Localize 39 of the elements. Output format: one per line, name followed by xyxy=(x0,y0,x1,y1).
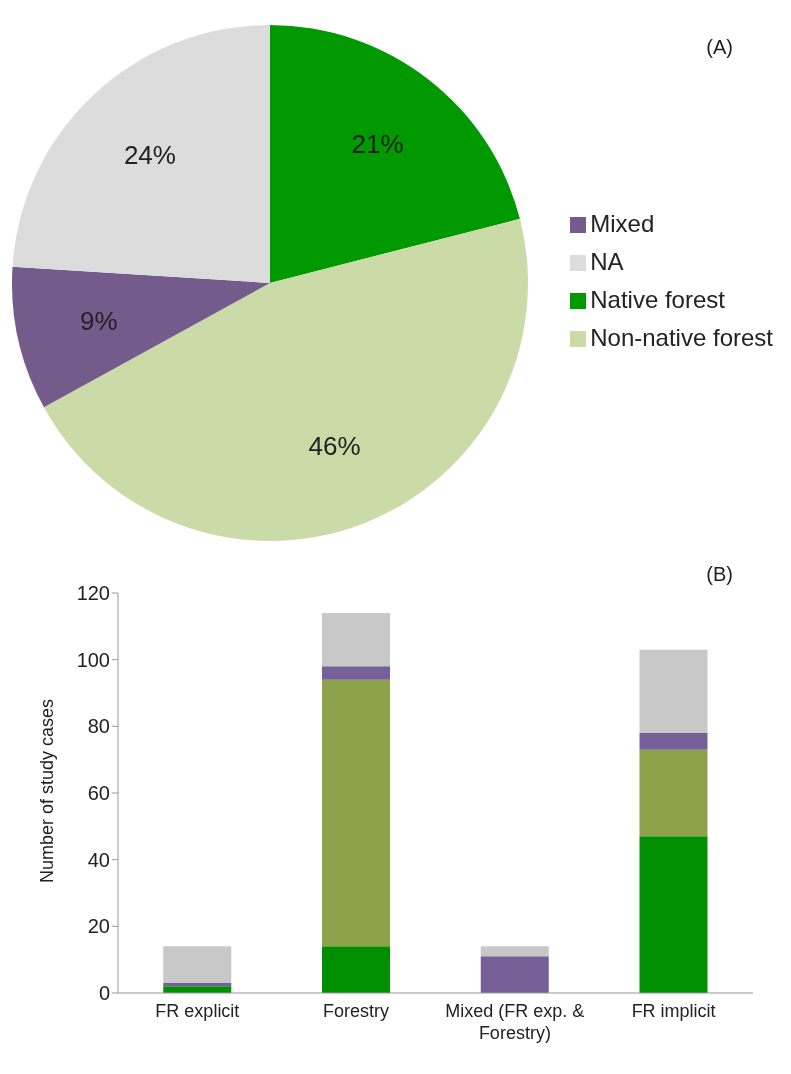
bar xyxy=(163,983,232,987)
legend-label: Non-native forest xyxy=(590,323,773,351)
bar xyxy=(322,666,390,680)
bar xyxy=(480,946,549,957)
bar xyxy=(639,733,708,750)
x-tick-label: FR explicit xyxy=(155,1001,240,1021)
y-tick-label: 80 xyxy=(87,715,110,738)
y-tick-label: 120 xyxy=(76,582,110,605)
legend-label: Mixed xyxy=(590,209,655,237)
bar xyxy=(639,836,708,993)
bar xyxy=(480,956,549,993)
data-label: 46% xyxy=(308,431,361,462)
y-tick-label: 20 xyxy=(87,915,110,938)
bar xyxy=(322,946,390,993)
bar xyxy=(163,986,232,993)
y-tick-label: 0 xyxy=(98,982,110,1005)
pie-slice xyxy=(43,218,528,541)
data-label: 24% xyxy=(123,140,176,171)
y-tick-label: 100 xyxy=(76,648,110,671)
data-label: 9% xyxy=(80,306,118,337)
pie-slice xyxy=(12,266,270,408)
bar xyxy=(322,679,390,947)
bar xyxy=(163,946,232,983)
y-axis-title: Number of study cases xyxy=(37,698,58,883)
x-tick-label: FR implicit xyxy=(631,1001,716,1021)
legend-label: NA xyxy=(590,247,624,275)
legend-label: Native forest xyxy=(590,285,725,313)
x-tick-label: Mixed (FR exp. & Forestry) xyxy=(445,1001,585,1043)
bar xyxy=(322,613,390,667)
y-tick-label: 40 xyxy=(87,848,110,871)
y-tick-label: 60 xyxy=(87,782,110,805)
pie-slice xyxy=(12,25,270,283)
pie-slice xyxy=(270,25,520,283)
x-tick-label: Forestry xyxy=(323,1001,390,1021)
bar xyxy=(639,649,708,733)
text: (A) xyxy=(706,36,733,59)
data-label: 21% xyxy=(351,129,404,160)
bar xyxy=(639,749,708,837)
text: (B) xyxy=(706,563,733,586)
